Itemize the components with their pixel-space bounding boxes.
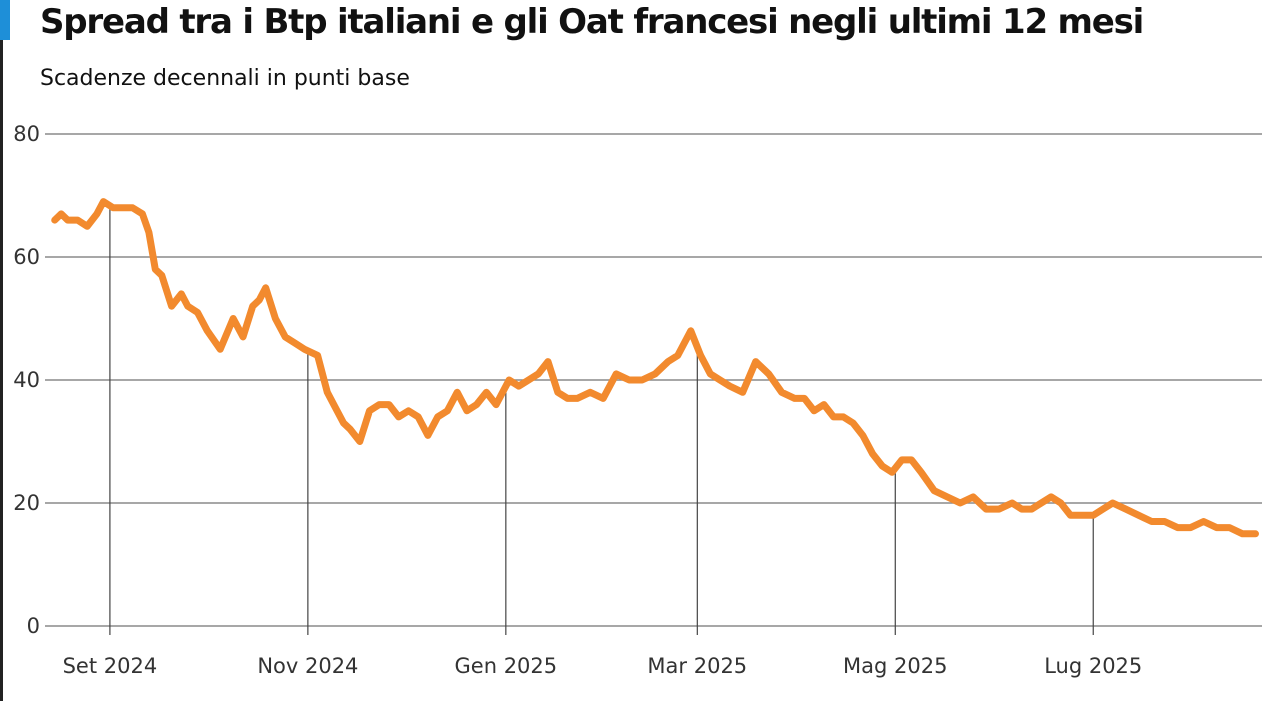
x-tick-label: Mar 2025 [647,654,747,678]
accent-bar [0,0,10,40]
y-tick-label: 60 [13,245,40,269]
y-tick-labels: 0 20 40 60 80 [13,122,40,638]
y-tick-label: 80 [13,122,40,146]
x-tick-label: Nov 2024 [257,654,358,678]
y-tick-label: 0 [27,614,40,638]
x-tick-label: Gen 2025 [455,654,558,678]
chart-subtitle: Scadenze decennali in punti base [40,66,410,91]
x-tick-label: Set 2024 [63,654,158,678]
x-tick-labels: Set 2024 Nov 2024 Gen 2025 Mar 2025 Mag 2025… [63,654,1143,678]
y-gridlines [45,133,1262,627]
left-rule [0,40,3,701]
chart-title: Spread tra i Btp italiani e gli Oat fran… [40,2,1144,42]
y-tick-label: 20 [13,491,40,515]
x-tick-label: Mag 2025 [843,654,947,678]
x-date-markers [109,205,1094,635]
y-tick-label: 40 [13,368,40,392]
spread-series-line [51,198,1259,538]
x-tick-label: Lug 2025 [1044,654,1142,678]
